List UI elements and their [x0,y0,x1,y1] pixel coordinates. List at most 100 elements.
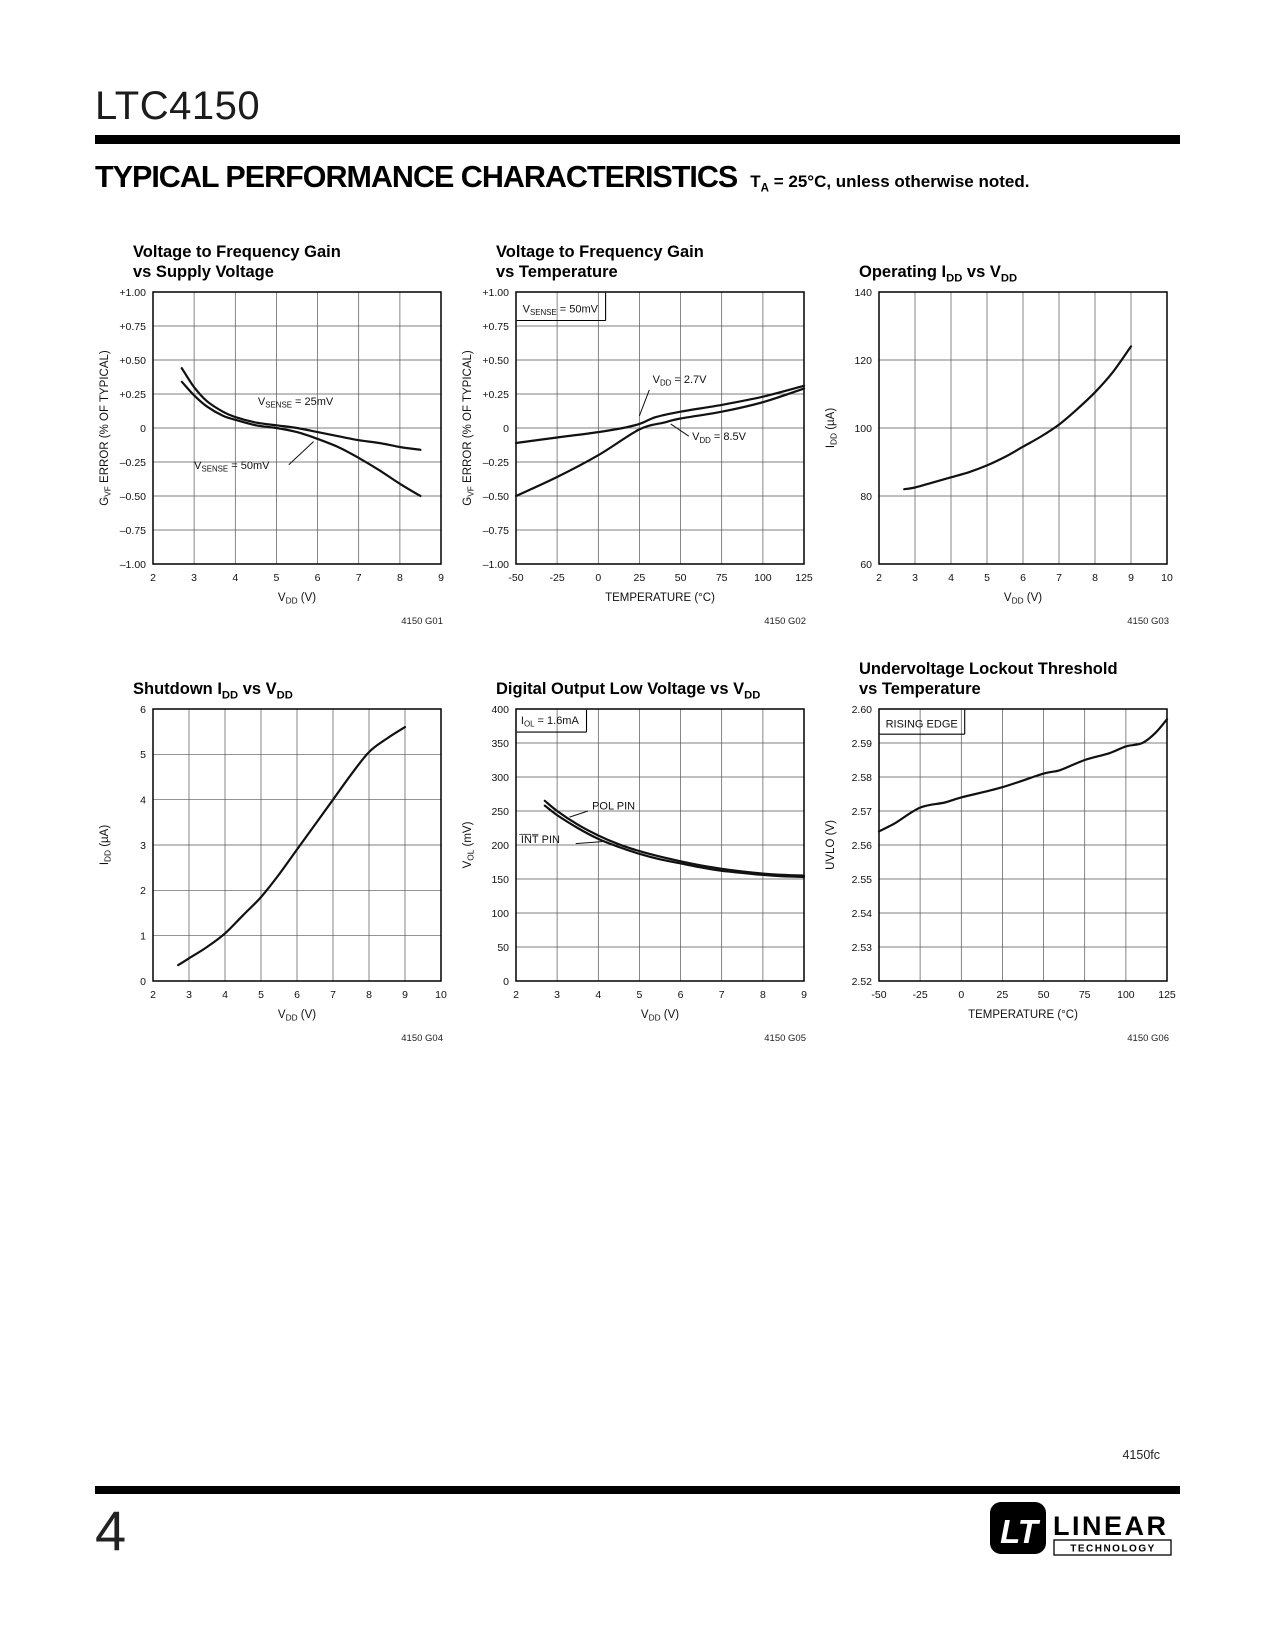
svg-text:2: 2 [140,885,146,897]
svg-text:3: 3 [140,840,146,852]
svg-text:IOL = 1.6mA: IOL = 1.6mA [521,715,580,729]
svg-text:7: 7 [1056,572,1062,584]
chart-code: 4150 G01 [401,616,443,627]
chart-6: Undervoltage Lockout Threshold vs Tempera… [821,653,1183,1044]
svg-text:2.60: 2.60 [852,704,873,716]
svg-text:75: 75 [1079,989,1091,1001]
chart-2: Voltage to Frequency Gain vs Temperature -… [458,236,820,627]
svg-text:+0.50: +0.50 [119,355,146,367]
chart-code: 4150 G04 [401,1033,443,1044]
svg-text:100: 100 [754,572,772,584]
svg-text:8: 8 [760,989,766,1001]
svg-text:8: 8 [366,989,372,1001]
svg-text:6: 6 [678,989,684,1001]
svg-text:–1.00: –1.00 [120,559,146,571]
chart-4: Shutdown IDD vs VDD 2 3 4 5 6 7 8 9 10 6 5 4 3 2 1 0 VDD … [95,653,457,1044]
svg-text:TEMPERATURE (°C): TEMPERATURE (°C) [605,592,715,604]
svg-text:-25: -25 [913,989,928,1001]
svg-text:9: 9 [801,989,807,1001]
svg-text:350: 350 [491,738,509,750]
chart-title: Voltage to Frequency Gain vs Supply Volta… [133,242,341,281]
svg-text:10: 10 [435,989,447,1001]
svg-text:5: 5 [984,572,990,584]
svg-text:IDD (µA): IDD (µA) [99,825,113,866]
svg-text:GVF ERROR (% OF TYPICAL): GVF ERROR (% OF TYPICAL) [462,350,476,506]
section-header: TYPICAL PERFORMANCE CHARACTERISTICS TA =… [95,160,1029,195]
svg-text:0: 0 [958,989,964,1001]
chart-code: 4150 G05 [764,1033,806,1044]
chart-plot: 2 3 4 5 6 7 8 9 400 350 300 250 200 150 100 50 0 VDD (V) V… [462,704,807,1023]
svg-text:7: 7 [356,572,362,584]
logo-subname: TECHNOLOGY [1070,1544,1156,1555]
svg-text:50: 50 [1038,989,1050,1001]
svg-text:5: 5 [140,749,146,761]
svg-text:5: 5 [273,572,279,584]
svg-text:I̅N̅T̅ PIN: I̅N̅T̅ PIN [518,834,560,846]
svg-text:VSENSE = 25mV: VSENSE = 25mV [258,396,334,410]
svg-text:2.58: 2.58 [852,772,873,784]
svg-text:400: 400 [491,704,509,716]
svg-text:6: 6 [294,989,300,1001]
svg-text:200: 200 [491,840,509,852]
chart-plot: -50 -25 0 25 50 75 100 125 2.60 2.59 2.58 2.57 2.56 2… [825,704,1176,1021]
charts-grid: Voltage to Frequency Gain vs Supply Volta… [95,236,1183,1044]
section-note: TA = 25°C, unless otherwise noted. [750,172,1030,195]
svg-text:140: 140 [854,287,872,299]
svg-text:5: 5 [258,989,264,1001]
svg-text:–0.75: –0.75 [120,525,146,537]
svg-text:3: 3 [554,989,560,1001]
part-number: LTC4150 [95,84,261,128]
svg-text:250: 250 [491,806,509,818]
svg-text:UVLO (V): UVLO (V) [825,820,837,870]
svg-text:–1.00: –1.00 [483,559,509,571]
svg-text:–0.75: –0.75 [483,525,509,537]
svg-text:-25: -25 [550,572,565,584]
chart-plot: 2 3 4 5 6 7 8 9 10 140 120 100 80 60 VDD (V) IDD (µA) [825,287,1173,606]
svg-text:3: 3 [912,572,918,584]
svg-text:-50: -50 [871,989,886,1001]
svg-text:4: 4 [595,989,601,1001]
svg-text:2: 2 [513,989,519,1001]
svg-text:TEMPERATURE (°C): TEMPERATURE (°C) [968,1009,1078,1021]
svg-text:+0.75: +0.75 [482,321,509,333]
svg-text:100: 100 [854,423,872,435]
svg-text:3: 3 [186,989,192,1001]
svg-text:50: 50 [675,572,687,584]
footer-doc-code: 4150fc [1122,1448,1160,1462]
svg-text:6: 6 [1020,572,1026,584]
svg-text:–0.50: –0.50 [483,491,509,503]
svg-text:+0.50: +0.50 [482,355,509,367]
linear-technology-logo: LT LINEAR TECHNOLOGY [990,1496,1180,1565]
svg-text:–0.25: –0.25 [120,457,146,469]
svg-text:8: 8 [1092,572,1098,584]
svg-text:2.54: 2.54 [852,908,873,920]
svg-text:300: 300 [491,772,509,784]
svg-text:4: 4 [140,795,146,807]
svg-text:+0.25: +0.25 [482,389,509,401]
footer-rule [95,1486,1180,1494]
svg-text:2.59: 2.59 [852,738,873,750]
svg-text:0: 0 [140,423,146,435]
chart-plot: -50 -25 0 25 50 75 100 125 +1.00 +0.75 +0.50 +0.25 0… [462,287,813,604]
svg-text:4: 4 [232,572,238,584]
svg-text:6: 6 [315,572,321,584]
svg-text:7: 7 [719,989,725,1001]
svg-text:8: 8 [397,572,403,584]
svg-text:120: 120 [854,355,872,367]
svg-text:VDD = 8.5V: VDD = 8.5V [692,431,747,445]
chart-plot: 2 3 4 5 6 7 8 9 +1.00 +0.75 +0.50 +0.25 0 –0.25 –0.50 –… [99,287,444,606]
chart-title: Operating IDD vs VDD [859,262,1018,285]
svg-text:RISING EDGE: RISING EDGE [886,719,958,731]
logo-mark: LT [1000,1513,1041,1550]
svg-text:+0.75: +0.75 [119,321,146,333]
section-title: TYPICAL PERFORMANCE CHARACTERISTICS [95,160,738,194]
logo-name: LINEAR [1053,1511,1169,1541]
svg-text:+0.25: +0.25 [119,389,146,401]
svg-text:4: 4 [948,572,954,584]
chart-code: 4150 G06 [1127,1033,1169,1044]
svg-text:9: 9 [438,572,444,584]
svg-text:2.55: 2.55 [852,874,873,886]
svg-text:25: 25 [634,572,646,584]
svg-text:10: 10 [1161,572,1173,584]
svg-text:50: 50 [497,942,509,954]
